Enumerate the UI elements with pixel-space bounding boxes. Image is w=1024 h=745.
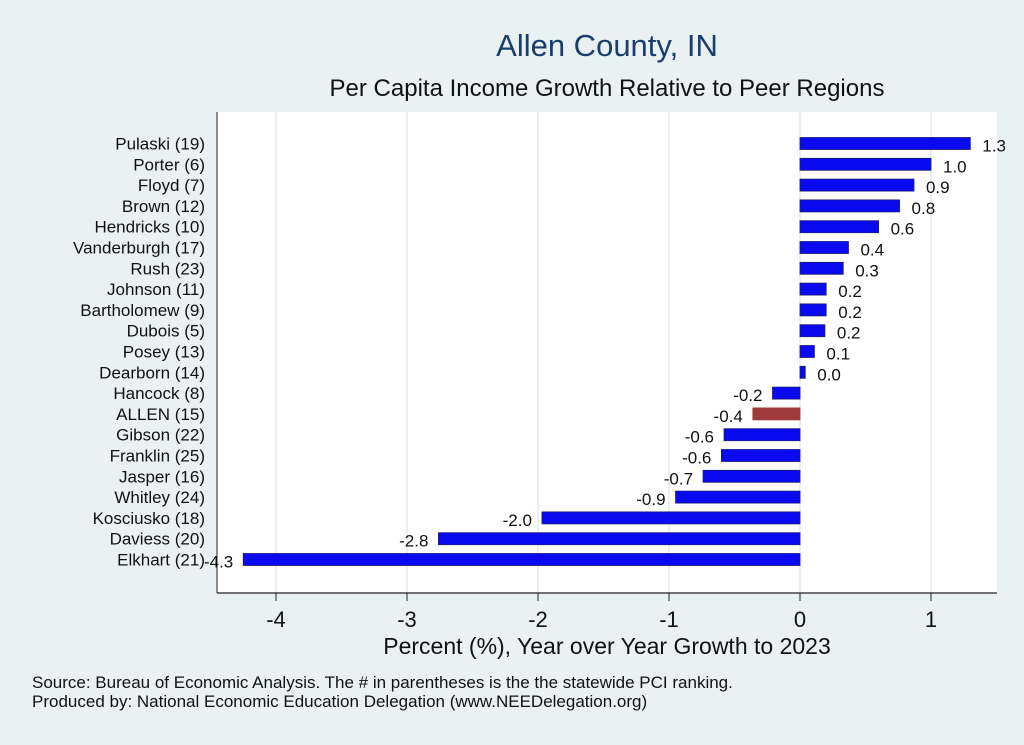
x-tick-label: 0 <box>794 607 806 632</box>
data-label: 0.2 <box>838 303 862 322</box>
category-label: Gibson (22) <box>116 426 205 445</box>
bar <box>799 303 827 317</box>
category-label: Brown (12) <box>122 197 205 216</box>
bars <box>242 137 971 566</box>
data-label: -2.0 <box>503 511 532 530</box>
bar <box>702 469 801 483</box>
x-tick-label: -2 <box>528 607 548 632</box>
data-label: -0.6 <box>682 449 711 468</box>
bar <box>772 386 801 400</box>
x-tick-label: 1 <box>925 607 937 632</box>
category-label: Hendricks (10) <box>94 218 205 237</box>
bar <box>799 241 849 254</box>
category-label: Bartholomew (9) <box>80 301 205 320</box>
category-label: Pulaski (19) <box>115 135 205 154</box>
category-label: Johnson (11) <box>107 280 205 299</box>
chart-subtitle: Per Capita Income Growth Relative to Pee… <box>329 75 885 102</box>
bar <box>541 511 801 525</box>
data-label: -0.7 <box>664 469 693 488</box>
category-label: Daviess (20) <box>110 530 205 549</box>
data-label: 0.3 <box>855 261 879 280</box>
category-label: Kosciusko (18) <box>93 509 205 528</box>
category-label: Floyd (7) <box>138 176 205 195</box>
data-label: -0.4 <box>714 407 743 426</box>
category-label: ALLEN (15) <box>116 405 205 424</box>
bar <box>799 178 915 192</box>
data-label: 0.9 <box>926 178 950 197</box>
data-label: 0.6 <box>891 220 915 239</box>
x-axis-label: Percent (%), Year over Year Growth to 20… <box>383 633 831 659</box>
value-labels: 1.3 1.0 0.9 0.8 0.6 0.40.3 0.2 0.2 0.2 0.10.0 -0.2… <box>204 137 1006 572</box>
bar <box>799 324 826 338</box>
data-label: 0.2 <box>837 324 861 343</box>
data-label: 0.1 <box>826 345 850 364</box>
category-label: Porter (6) <box>133 155 205 174</box>
category-label: Jasper (16) <box>119 467 205 486</box>
bar <box>242 553 801 566</box>
category-label: Dubois (5) <box>127 322 205 341</box>
data-label: 1.0 <box>943 157 967 176</box>
data-label: -0.9 <box>636 490 665 509</box>
category-label: Dearborn (14) <box>99 363 205 382</box>
x-tick-label: -1 <box>659 607 679 632</box>
bar <box>721 449 801 462</box>
bar <box>799 199 900 213</box>
bar <box>723 428 801 442</box>
data-label: -0.6 <box>685 428 714 447</box>
data-label: -4.3 <box>204 553 233 572</box>
category-label: Rush (23) <box>130 259 205 278</box>
bar <box>675 490 801 504</box>
bar <box>799 137 971 150</box>
x-axis: -4 -3 -2 -1 0 1 <box>216 112 997 632</box>
category-labels: Pulaski (19)Porter (6) Floyd (7) Brown (12… <box>73 135 205 570</box>
source-note: Source: Bureau of Economic Analysis. The… <box>32 673 733 692</box>
data-label: -0.2 <box>733 386 762 405</box>
data-label: 0.2 <box>838 282 862 301</box>
x-tick-label: -4 <box>266 607 286 632</box>
bar <box>799 220 879 234</box>
category-label: Whitley (24) <box>114 488 205 507</box>
bar <box>799 282 827 296</box>
category-label: Vanderburgh (17) <box>73 239 205 258</box>
bar <box>438 532 801 546</box>
bar <box>799 157 932 171</box>
data-label: 0.8 <box>912 199 936 218</box>
data-label: -2.8 <box>399 532 428 551</box>
category-label: Elkhart (21) <box>117 551 205 570</box>
category-label: Hancock (8) <box>113 384 205 403</box>
bar <box>799 365 806 379</box>
bar <box>799 345 815 358</box>
category-label: Posey (13) <box>123 343 205 362</box>
bar <box>799 261 844 275</box>
data-label: 0.0 <box>817 365 841 384</box>
bar <box>752 407 801 421</box>
category-label: Franklin (25) <box>110 447 205 466</box>
chart-title: Allen County, IN <box>496 28 718 63</box>
producer-note: Produced by: National Economic Education… <box>32 692 648 711</box>
x-tick-label: -3 <box>397 607 417 632</box>
data-label: 0.4 <box>860 241 884 260</box>
data-label: 1.3 <box>982 137 1006 156</box>
